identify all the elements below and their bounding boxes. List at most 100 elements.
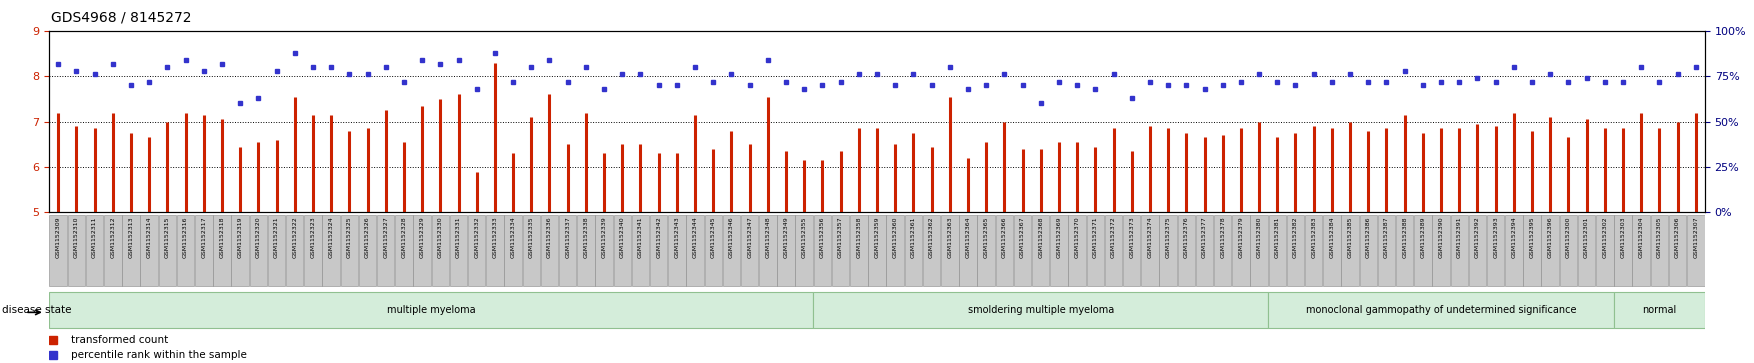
Text: GSM1152390: GSM1152390: [1438, 216, 1444, 258]
Text: GSM1152382: GSM1152382: [1293, 216, 1298, 258]
Bar: [214, 215, 232, 286]
Text: GSM1152360: GSM1152360: [893, 216, 898, 258]
Text: GSM1152362: GSM1152362: [930, 216, 935, 258]
Text: GSM1152334: GSM1152334: [510, 216, 516, 258]
Bar: [540, 215, 558, 286]
Bar: [977, 215, 995, 286]
Text: GSM1152307: GSM1152307: [1693, 216, 1698, 258]
Text: GSM1152322: GSM1152322: [293, 216, 296, 258]
Bar: [1359, 215, 1377, 286]
Bar: [232, 215, 249, 286]
Text: GSM1152319: GSM1152319: [237, 216, 242, 258]
Bar: [777, 215, 795, 286]
Bar: [1105, 215, 1123, 286]
Bar: [1159, 215, 1177, 286]
Bar: [668, 215, 686, 286]
Bar: [1633, 215, 1651, 286]
Bar: [1505, 215, 1522, 286]
Text: GSM1152366: GSM1152366: [1002, 216, 1007, 258]
Text: GSM1152313: GSM1152313: [128, 216, 133, 258]
Bar: [268, 215, 286, 286]
Bar: [486, 215, 503, 286]
Bar: [851, 215, 868, 286]
Bar: [1214, 215, 1231, 286]
Text: monoclonal gammopathy of undetermined significance: monoclonal gammopathy of undetermined si…: [1305, 305, 1577, 315]
Bar: [1522, 215, 1540, 286]
Bar: [103, 215, 121, 286]
Bar: [1614, 293, 1705, 328]
Bar: [249, 215, 267, 286]
Text: GSM1152336: GSM1152336: [547, 216, 553, 258]
Text: GSM1152365: GSM1152365: [984, 216, 989, 258]
Text: GSM1152328: GSM1152328: [402, 216, 407, 258]
Bar: [796, 215, 812, 286]
Bar: [1251, 215, 1268, 286]
Bar: [523, 215, 540, 286]
Text: GSM1152383: GSM1152383: [1312, 216, 1316, 258]
Text: GSM1152356: GSM1152356: [819, 216, 824, 258]
Bar: [595, 215, 612, 286]
Text: multiple myeloma: multiple myeloma: [388, 305, 475, 315]
Bar: [1287, 215, 1305, 286]
Text: disease state: disease state: [2, 305, 72, 315]
Text: GSM1152340: GSM1152340: [619, 216, 624, 258]
Bar: [286, 215, 303, 286]
Bar: [177, 215, 195, 286]
Bar: [686, 215, 703, 286]
Text: GSM1152329: GSM1152329: [419, 216, 424, 258]
Bar: [1323, 215, 1340, 286]
Text: GSM1152386: GSM1152386: [1366, 216, 1372, 258]
Bar: [923, 215, 940, 286]
Text: GSM1152346: GSM1152346: [730, 216, 733, 258]
Bar: [1268, 215, 1286, 286]
Bar: [1231, 215, 1249, 286]
Text: GSM1152326: GSM1152326: [365, 216, 370, 258]
Text: GSM1152369: GSM1152369: [1056, 216, 1061, 258]
Bar: [814, 293, 1268, 328]
Text: GSM1152394: GSM1152394: [1512, 216, 1517, 258]
Text: GSM1152371: GSM1152371: [1093, 216, 1098, 258]
Text: GSM1152380: GSM1152380: [1256, 216, 1261, 258]
Text: GSM1152391: GSM1152391: [1458, 216, 1461, 258]
Text: GSM1152374: GSM1152374: [1147, 216, 1152, 258]
Bar: [959, 215, 977, 286]
Text: GSM1152363: GSM1152363: [947, 216, 952, 258]
Bar: [195, 215, 212, 286]
Text: GSM1152327: GSM1152327: [382, 216, 388, 258]
Bar: [1031, 215, 1049, 286]
Bar: [1087, 215, 1103, 286]
Bar: [323, 215, 340, 286]
Bar: [868, 215, 886, 286]
Text: GSM1152316: GSM1152316: [182, 216, 188, 258]
Text: GSM1152302: GSM1152302: [1603, 216, 1607, 258]
Bar: [1196, 215, 1214, 286]
Bar: [1487, 215, 1505, 286]
Text: GSM1152389: GSM1152389: [1421, 216, 1426, 258]
Text: GSM1152358: GSM1152358: [856, 216, 861, 258]
Text: GSM1152344: GSM1152344: [693, 216, 698, 258]
Text: GSM1152306: GSM1152306: [1675, 216, 1680, 258]
Text: GSM1152367: GSM1152367: [1021, 216, 1024, 258]
Text: GSM1152314: GSM1152314: [147, 216, 151, 258]
Bar: [1377, 215, 1394, 286]
Text: GSM1152379: GSM1152379: [1238, 216, 1244, 258]
Text: transformed count: transformed count: [72, 335, 168, 345]
Text: GSM1152318: GSM1152318: [219, 216, 225, 258]
Text: smoldering multiple myeloma: smoldering multiple myeloma: [968, 305, 1114, 315]
Bar: [1268, 293, 1614, 328]
Text: GSM1152345: GSM1152345: [710, 216, 716, 258]
Text: GSM1152311: GSM1152311: [93, 216, 96, 258]
Bar: [158, 215, 175, 286]
Bar: [942, 215, 958, 286]
Text: GSM1152385: GSM1152385: [1347, 216, 1352, 258]
Bar: [1614, 215, 1631, 286]
Text: GSM1152339: GSM1152339: [602, 216, 607, 258]
Text: GSM1152320: GSM1152320: [256, 216, 261, 258]
Text: GSM1152349: GSM1152349: [784, 216, 789, 258]
Bar: [395, 215, 412, 286]
Text: GSM1152343: GSM1152343: [674, 216, 679, 258]
Bar: [1305, 215, 1323, 286]
Bar: [1177, 215, 1194, 286]
Text: GSM1152331: GSM1152331: [456, 216, 461, 258]
Text: GSM1152396: GSM1152396: [1547, 216, 1552, 258]
